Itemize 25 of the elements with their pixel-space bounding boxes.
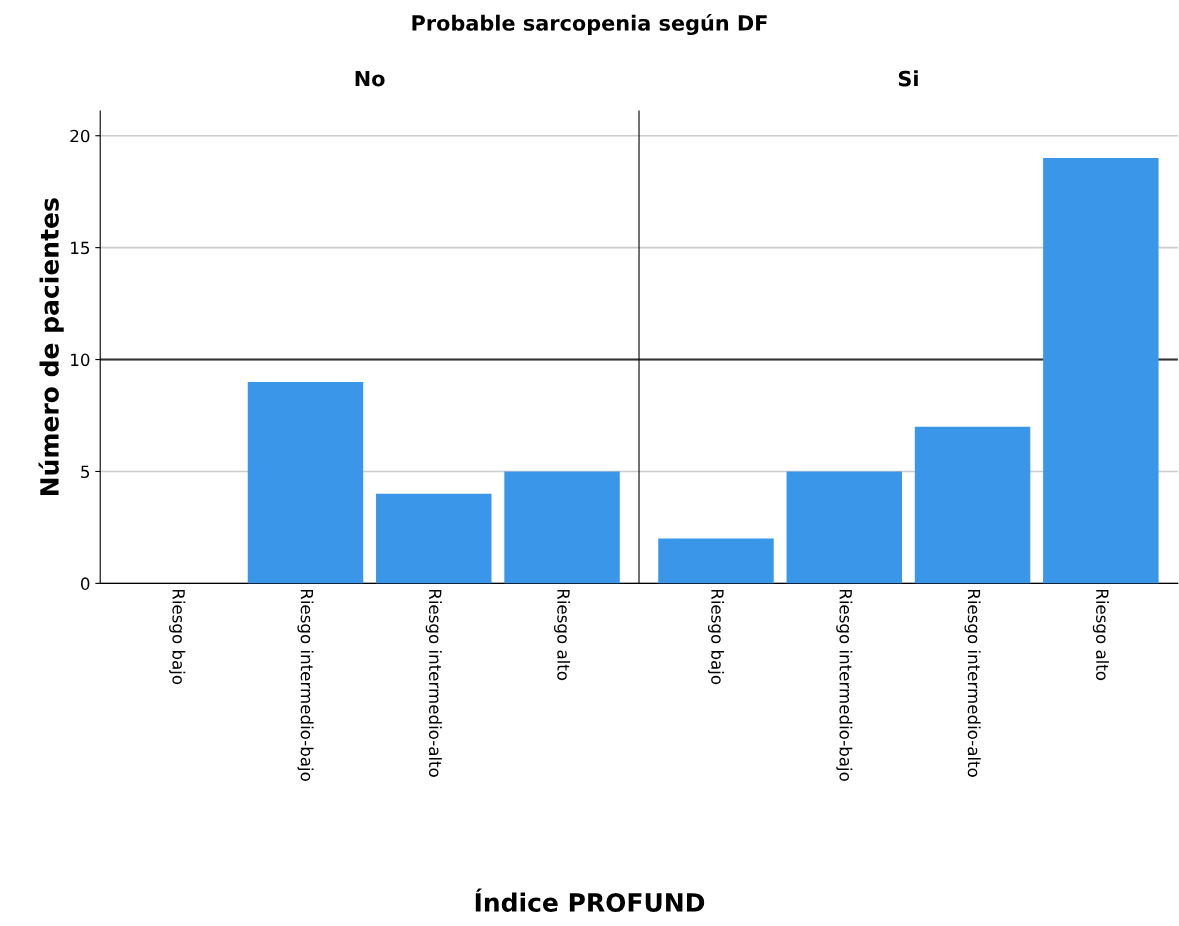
x-tick-label: Riesgo alto xyxy=(1092,589,1109,681)
x-tick-label: Riesgo bajo xyxy=(169,589,186,685)
chart-title: No xyxy=(355,70,385,87)
x-axis-title: Índice PROFUND xyxy=(475,888,705,912)
y-tick-label: 10 xyxy=(71,353,90,367)
bar xyxy=(658,538,774,584)
text: Probable sarcopenia según DF xyxy=(412,13,767,36)
bar xyxy=(376,493,492,584)
x-tick-label: Riesgo alto xyxy=(553,589,571,681)
bar xyxy=(786,471,903,584)
x-tick-label: Riesgo intermedio-bajo xyxy=(836,589,853,781)
y-tick-label: 15 xyxy=(71,241,90,255)
y-tick-label: 20 xyxy=(70,129,90,143)
bar xyxy=(914,426,1031,584)
bar xyxy=(504,471,620,584)
x-tick-label: Riesgo intermedio-alto xyxy=(425,589,442,777)
y-axis-title: Número de pacientes xyxy=(38,198,64,496)
chart-title: Si xyxy=(898,70,918,87)
x-tick-label: Riesgo bajo xyxy=(707,589,725,685)
x-tick-label: Riesgo intermedio-alto xyxy=(964,589,981,777)
x-tick-label: Riesgo intermedio-bajo xyxy=(297,589,314,781)
y-tick-label: 0 xyxy=(80,577,90,590)
y-tick-label: 5 xyxy=(81,465,90,479)
bar xyxy=(247,381,364,584)
bar xyxy=(1043,158,1159,584)
